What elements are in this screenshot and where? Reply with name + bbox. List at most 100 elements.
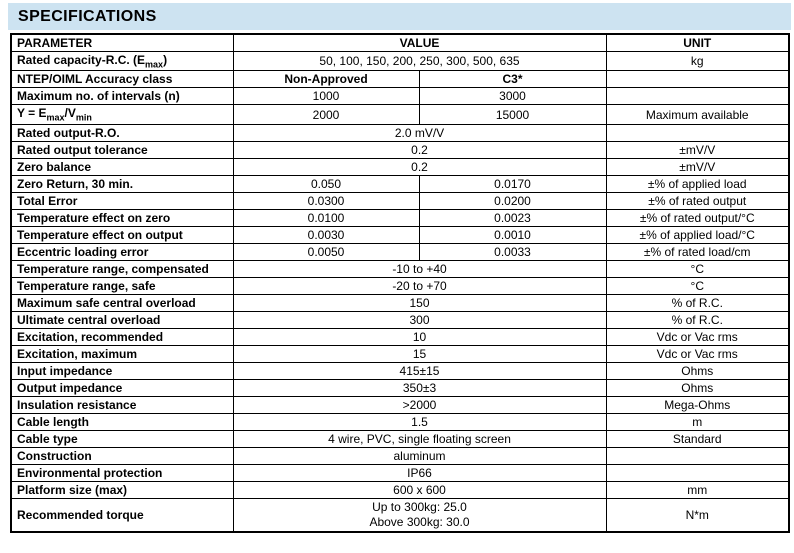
table-row: Zero Return, 30 min. 0.050 0.0170 ±% of app… xyxy=(10,174,790,193)
unit-cell: kg xyxy=(605,50,790,72)
parameter-cell: Platform size (max) xyxy=(10,480,234,499)
unit-cell: ±mV/V xyxy=(605,140,790,159)
parameter-cell: Input impedance xyxy=(10,361,234,380)
value-cell: Non-Approved xyxy=(232,70,420,89)
value-cell: Up to 300kg: 25.0 Above 300kg: 30.0 xyxy=(232,497,607,533)
value-cell: 3000 xyxy=(418,87,607,106)
table-row: Cable length 1.5 m xyxy=(10,412,790,431)
table-row: Total Error 0.0300 0.0200 ±% of rated outpu… xyxy=(10,191,790,210)
table-row: Insulation resistance >2000 Mega-Ohms xyxy=(10,395,790,414)
unit-cell: Vdc or Vac rms xyxy=(605,344,790,363)
unit-cell: Vdc or Vac rms xyxy=(605,327,790,346)
unit-cell: ±% of applied load/°C xyxy=(605,225,790,244)
value-cell: 50, 100, 150, 200, 250, 300, 500, 635 xyxy=(232,50,607,72)
parameter-cell: Insulation resistance xyxy=(10,395,234,414)
table-row: Y = Emax/Vmin 2000 15000 Maximum available xyxy=(10,104,790,125)
value-cell: 0.0300 xyxy=(232,191,420,210)
value-cell: -10 to +40 xyxy=(232,259,607,278)
unit-cell: Ohms xyxy=(605,378,790,397)
unit-cell: °C xyxy=(605,276,790,295)
table-row: Eccentric loading error 0.0050 0.0033 ±% of… xyxy=(10,242,790,261)
parameter-cell: Total Error xyxy=(10,191,234,210)
unit-cell: ±% of applied load xyxy=(605,174,790,193)
table-row: Cable type 4 wire, PVC, single floating s… xyxy=(10,429,790,448)
value-cell: 0.2 xyxy=(232,157,607,176)
unit-cell: N*m xyxy=(605,497,790,533)
table-row: Zero balance 0.2 ±mV/V xyxy=(10,157,790,176)
table-row: Platform size (max) 600 x 600 mm xyxy=(10,480,790,499)
value-cell: 0.2 xyxy=(232,140,607,159)
unit-cell: Mega-Ohms xyxy=(605,395,790,414)
col-header-parameter: PARAMETER xyxy=(10,33,234,52)
unit-cell: % of R.C. xyxy=(605,310,790,329)
unit-cell: Ohms xyxy=(605,361,790,380)
page-title: SPECIFICATIONS xyxy=(18,7,157,25)
spec-table-body: Rated capacity-R.C. (Emax) 50, 100, 150, … xyxy=(10,50,790,533)
table-row: Temperature range, safe -20 to +70 °C xyxy=(10,276,790,295)
parameter-cell: Maximum safe central overload xyxy=(10,293,234,312)
parameter-cell: Cable type xyxy=(10,429,234,448)
value-cell: aluminum xyxy=(232,446,607,465)
parameter-cell: Recommended torque xyxy=(10,497,234,533)
value-cell: IP66 xyxy=(232,463,607,482)
table-row: Temperature range, compensated -10 to +40… xyxy=(10,259,790,278)
unit-cell: % of R.C. xyxy=(605,293,790,312)
value-cell: 0.0033 xyxy=(418,242,607,261)
value-cell: 350±3 xyxy=(232,378,607,397)
parameter-cell: Ultimate central overload xyxy=(10,310,234,329)
unit-cell: ±% of rated load/cm xyxy=(605,242,790,261)
parameter-cell: Temperature effect on output xyxy=(10,225,234,244)
table-row: Excitation, maximum 15 Vdc or Vac rms xyxy=(10,344,790,363)
value-cell: 2000 xyxy=(232,104,420,125)
table-row: Environmental protection IP66 xyxy=(10,463,790,482)
col-header-unit: UNIT xyxy=(605,33,790,52)
value-cell: 10 xyxy=(232,327,607,346)
value-cell: 0.0200 xyxy=(418,191,607,210)
parameter-cell: Eccentric loading error xyxy=(10,242,234,261)
parameter-cell: Maximum no. of intervals (n) xyxy=(10,87,234,106)
unit-cell xyxy=(605,87,790,106)
value-cell: 1.5 xyxy=(232,412,607,431)
parameter-cell: Excitation, maximum xyxy=(10,344,234,363)
value-cell: 0.050 xyxy=(232,174,420,193)
unit-cell: °C xyxy=(605,259,790,278)
parameter-cell: Temperature range, safe xyxy=(10,276,234,295)
table-row: Temperature effect on output 0.0030 0.0010… xyxy=(10,225,790,244)
unit-cell: mm xyxy=(605,480,790,499)
table-row: Maximum no. of intervals (n) 1000 3000 xyxy=(10,87,790,106)
unit-cell: m xyxy=(605,412,790,431)
parameter-cell: Environmental protection xyxy=(10,463,234,482)
value-cell: 2.0 mV/V xyxy=(232,123,607,142)
parameter-cell: Rated output tolerance xyxy=(10,140,234,159)
unit-cell: Maximum available xyxy=(605,104,790,125)
value-cell: >2000 xyxy=(232,395,607,414)
title-band: SPECIFICATIONS xyxy=(8,3,791,30)
value-cell: 600 x 600 xyxy=(232,480,607,499)
value-cell: -20 to +70 xyxy=(232,276,607,295)
table-row: Excitation, recommended 10 Vdc or Vac rms xyxy=(10,327,790,346)
unit-cell: ±% of rated output xyxy=(605,191,790,210)
value-cell: 4 wire, PVC, single floating screen xyxy=(232,429,607,448)
col-header-value: VALUE xyxy=(232,33,607,52)
parameter-cell: Cable length xyxy=(10,412,234,431)
unit-cell xyxy=(605,123,790,142)
parameter-cell: Rated capacity-R.C. (Emax) xyxy=(10,50,234,72)
parameter-cell: Construction xyxy=(10,446,234,465)
value-cell: 15000 xyxy=(418,104,607,125)
header-row: PARAMETER VALUE UNIT xyxy=(10,33,790,52)
value-cell: 415±15 xyxy=(232,361,607,380)
table-row: Output impedance 350±3 Ohms xyxy=(10,378,790,397)
parameter-cell: Temperature range, compensated xyxy=(10,259,234,278)
value-cell: 15 xyxy=(232,344,607,363)
value-cell: 150 xyxy=(232,293,607,312)
table-row: NTEP/OIML Accuracy class Non-Approved C3* xyxy=(10,70,790,89)
table-row: Rated output-R.O. 2.0 mV/V xyxy=(10,123,790,142)
parameter-cell: NTEP/OIML Accuracy class xyxy=(10,70,234,89)
table-row: Input impedance 415±15 Ohms xyxy=(10,361,790,380)
specifications-table: PARAMETER VALUE UNIT Rated capacity-R.C.… xyxy=(10,33,790,533)
parameter-cell: Zero balance xyxy=(10,157,234,176)
value-cell: C3* xyxy=(418,70,607,89)
value-cell: 0.0170 xyxy=(418,174,607,193)
parameter-cell: Temperature effect on zero xyxy=(10,208,234,227)
